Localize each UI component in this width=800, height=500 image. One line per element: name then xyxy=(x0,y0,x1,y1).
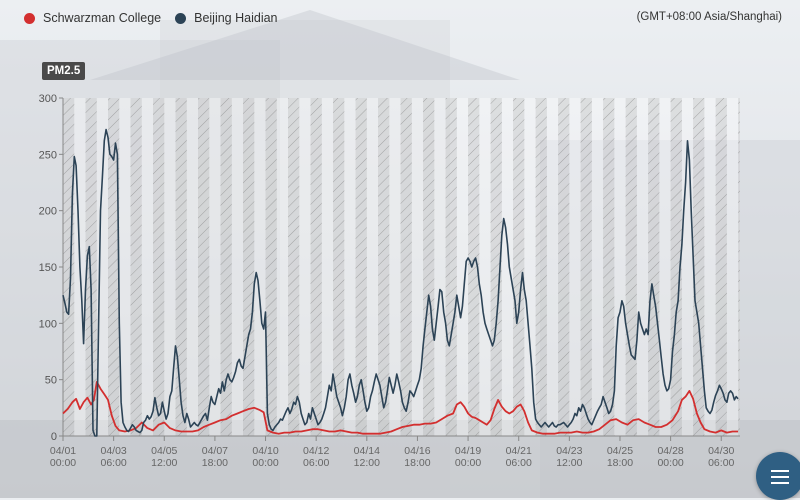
x-tick-label-time: 00:00 xyxy=(252,457,278,469)
timezone-label: (GMT+08:00 Asia/Shanghai) xyxy=(636,11,782,23)
night-hatch-band xyxy=(153,98,165,436)
night-hatch-band xyxy=(648,98,660,436)
x-tick-label-date: 04/23 xyxy=(556,445,582,457)
legend-dot-navy xyxy=(175,12,187,24)
night-hatch-band xyxy=(378,98,390,436)
night-hatch-band xyxy=(63,98,75,436)
legend-dot-red xyxy=(24,12,35,24)
night-hatch-band xyxy=(333,98,345,436)
night-hatch-band xyxy=(423,98,435,436)
x-tick-label-date: 04/28 xyxy=(657,445,683,457)
y-tick-label: 50 xyxy=(45,375,57,387)
x-tick-label-date: 04/01 xyxy=(50,445,76,457)
night-hatch-band xyxy=(468,98,480,436)
x-tick-label-time: 00:00 xyxy=(657,457,683,469)
night-hatch-band xyxy=(400,98,412,436)
night-hatch-band xyxy=(288,98,300,436)
x-tick-label-time: 00:00 xyxy=(455,457,481,469)
night-hatch-band xyxy=(220,98,232,436)
chart-legend: Schwarzman College Beijing Haidian xyxy=(24,9,292,27)
x-tick-label-time: 06:00 xyxy=(303,457,329,469)
night-hatch-band xyxy=(603,98,615,436)
legend-label: Schwarzman College xyxy=(43,11,162,25)
series-line-beijing-haidian xyxy=(62,128,739,437)
legend-item-schwarzman-college[interactable]: Schwarzman College xyxy=(24,11,161,25)
x-tick-label-time: 12:00 xyxy=(556,457,582,469)
night-hatch-band xyxy=(490,98,502,436)
night-hatch-band xyxy=(108,98,120,436)
x-tick-label-date: 04/16 xyxy=(404,445,430,457)
menu-button[interactable] xyxy=(756,452,800,500)
night-hatch-band xyxy=(355,98,367,436)
night-hatch-band xyxy=(310,98,322,436)
night-hatch-band xyxy=(558,98,570,436)
night-hatch-band xyxy=(625,98,637,436)
x-tick-label-date: 04/07 xyxy=(202,445,228,457)
night-hatch-band xyxy=(243,98,255,436)
night-hatch-band xyxy=(85,98,97,436)
x-tick-label-date: 04/25 xyxy=(607,445,633,457)
x-tick-label-time: 18:00 xyxy=(607,457,633,469)
night-hatch-band xyxy=(265,98,277,436)
x-tick-label-time: 12:00 xyxy=(354,457,380,469)
y-tick-label: 250 xyxy=(39,149,57,161)
night-hatch-band xyxy=(175,98,187,436)
x-tick-label-time: 18:00 xyxy=(404,457,430,469)
night-hatch-band xyxy=(130,98,142,436)
x-tick-label-time: 06:00 xyxy=(100,457,126,469)
x-tick-label-time: 06:00 xyxy=(708,457,734,469)
x-tick-label-date: 04/05 xyxy=(151,445,177,457)
y-tick-label: 300 xyxy=(39,93,57,105)
night-hatch-band xyxy=(738,98,740,436)
x-tick-label-date: 04/30 xyxy=(708,445,734,457)
y-tick-label: 100 xyxy=(39,318,57,330)
x-tick-label-time: 00:00 xyxy=(50,457,76,469)
x-tick-label-date: 04/12 xyxy=(303,445,329,457)
x-tick-label-date: 04/19 xyxy=(455,445,481,457)
night-hatch-band xyxy=(715,98,727,436)
metric-badge: PM2.5 xyxy=(42,62,86,80)
series-line-schwarzman-college xyxy=(62,381,739,435)
night-hatch-band xyxy=(670,98,682,436)
x-tick-label-time: 06:00 xyxy=(506,457,532,469)
legend-label: Beijing Haidian xyxy=(194,11,278,25)
night-hatch-band xyxy=(513,98,525,436)
night-hatch-band xyxy=(445,98,457,436)
x-tick-label-date: 04/14 xyxy=(354,445,380,457)
night-hatch-band xyxy=(198,98,210,436)
night-hatch-band xyxy=(693,98,705,436)
y-tick-label: 0 xyxy=(51,431,57,443)
night-hatch-band xyxy=(580,98,592,436)
x-tick-label-date: 04/03 xyxy=(100,445,126,457)
x-tick-label-time: 12:00 xyxy=(151,457,177,469)
x-tick-label-date: 04/10 xyxy=(252,445,278,457)
y-tick-label: 200 xyxy=(39,206,57,218)
night-hatch-band xyxy=(535,98,547,436)
y-tick-label: 150 xyxy=(39,262,57,274)
x-tick-label-date: 04/21 xyxy=(506,445,532,457)
x-tick-label-time: 18:00 xyxy=(202,457,228,469)
legend-item-beijing-haidian[interactable]: Beijing Haidian xyxy=(175,11,278,25)
